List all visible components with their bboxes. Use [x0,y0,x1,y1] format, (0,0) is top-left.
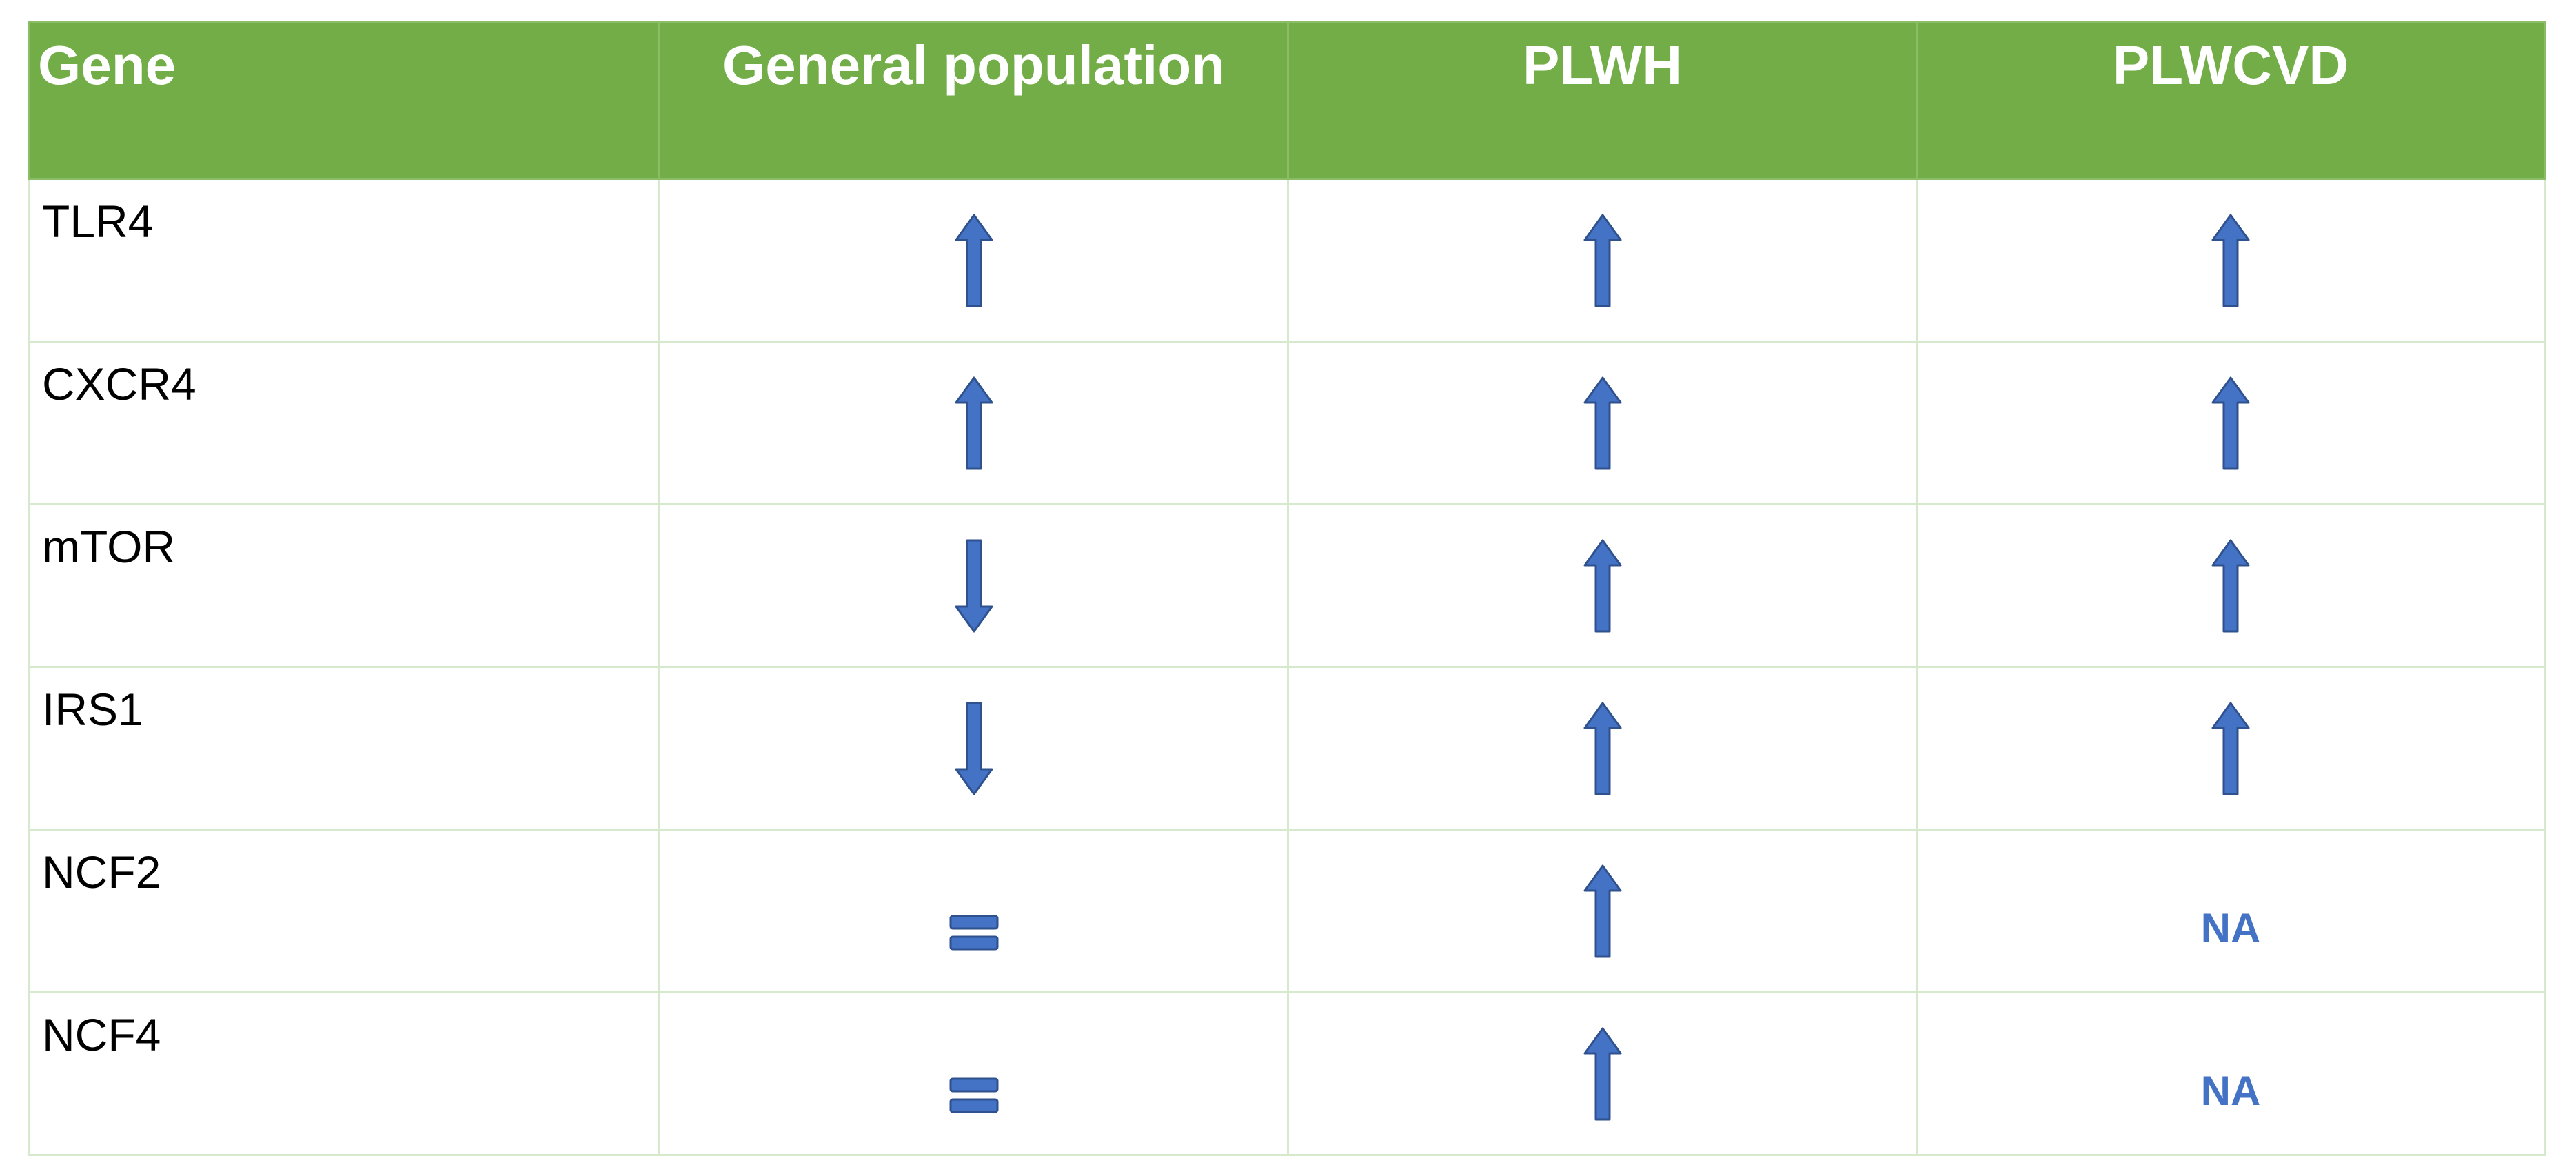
cell-plwh [1287,666,1918,831]
cell-plwcvd [1916,503,2546,668]
cell-plwh [1287,503,1918,668]
table-row: CXCR4 [28,341,2546,505]
header-plwh: PLWH [1287,21,1918,180]
gene-name: TLR4 [28,178,660,343]
cell-plwcvd [1916,178,2546,343]
table-row: TLR4 [28,178,2546,343]
header-row: Gene General population PLWH PLWCVD [28,21,2546,180]
table-row: NCF2 NA [28,829,2546,993]
up-arrow-icon [2211,214,2250,307]
up-arrow-icon [955,214,993,307]
up-arrow-icon [2211,702,2250,795]
cell-general-population [658,178,1289,343]
header-general-population: General population [658,21,1289,180]
down-arrow-icon [955,702,993,795]
gene-name: NCF2 [28,829,660,993]
gene-name: NCF4 [28,991,660,1156]
header-gene: Gene [28,21,660,180]
up-arrow-icon [1583,1027,1621,1120]
cell-plwh [1287,341,1918,505]
header-plwcvd: PLWCVD [1916,21,2546,180]
down-arrow-icon [955,539,993,632]
cell-plwh [1287,178,1918,343]
cell-general-population [658,503,1289,668]
not-available-label: NA [2200,1068,2261,1114]
cell-general-population [658,341,1289,505]
up-arrow-icon [1583,864,1621,957]
up-arrow-icon [1583,376,1621,469]
up-arrow-icon [2211,376,2250,469]
cell-plwh [1287,829,1918,993]
gene-name: CXCR4 [28,341,660,505]
gene-name: mTOR [28,503,660,668]
cell-general-population [658,829,1289,993]
cell-general-population [658,666,1289,831]
up-arrow-icon [2211,539,2250,632]
equal-sign-icon [949,1077,998,1113]
gene-expression-table: Gene General population PLWH PLWCVD TLR4… [28,21,2546,1156]
table-row: mTOR [28,503,2546,668]
up-arrow-icon [1583,214,1621,307]
cell-plwcvd: NA [1916,829,2546,993]
cell-plwcvd: NA [1916,991,2546,1156]
not-available-label: NA [2200,905,2261,951]
gene-name: IRS1 [28,666,660,831]
up-arrow-icon [955,376,993,469]
up-arrow-icon [1583,539,1621,632]
cell-plwh [1287,991,1918,1156]
equal-sign-icon [949,915,998,950]
cell-general-population [658,991,1289,1156]
table-row: IRS1 [28,666,2546,831]
table-row: NCF4 NA [28,991,2546,1156]
up-arrow-icon [1583,702,1621,795]
cell-plwcvd [1916,666,2546,831]
cell-plwcvd [1916,341,2546,505]
